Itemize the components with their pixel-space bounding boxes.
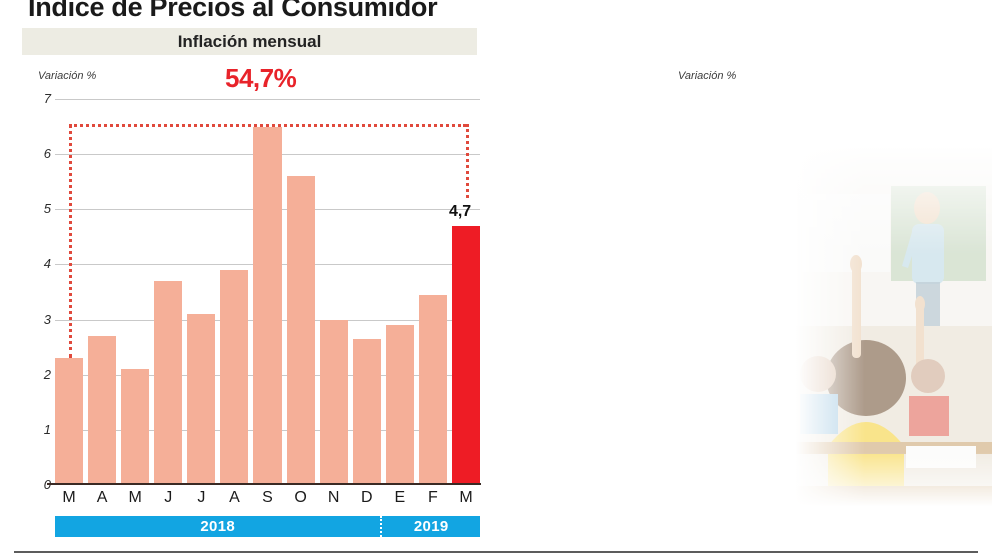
left-bar-series — [55, 99, 481, 485]
bar — [121, 369, 150, 485]
y-tick-label: 3 — [43, 311, 51, 327]
year-band: 2018 2019 — [55, 516, 480, 537]
y-tick-label: 6 — [43, 146, 51, 162]
left-baseline — [47, 483, 481, 485]
year-label-2018: 2018 — [200, 518, 235, 535]
gridline — [55, 99, 480, 100]
y-tick-label: 5 — [43, 201, 51, 217]
bar — [352, 338, 381, 485]
month-label: A — [229, 489, 240, 506]
month-label: J — [164, 489, 173, 506]
y-tick-label: 7 — [43, 91, 51, 106]
by-sector-panel: Por rubro Variación % — [496, 0, 992, 558]
bar — [88, 336, 117, 485]
bar — [286, 176, 315, 485]
month-label: M — [128, 489, 142, 506]
y-tick-label: 4 — [43, 256, 51, 272]
month-label: M — [459, 489, 473, 506]
bar — [220, 269, 249, 485]
classroom-photo — [796, 146, 992, 506]
month-label: O — [294, 489, 307, 506]
bar — [55, 358, 84, 485]
month-label: E — [394, 489, 406, 506]
y-tick-label: 2 — [43, 366, 51, 382]
bar — [385, 325, 414, 485]
monthly-inflation-panel: Inflación mensual Variación % 54,7% 0123… — [22, 28, 481, 537]
annual-variation-value: 54,7% — [225, 63, 297, 93]
y-tick-label: 1 — [43, 421, 51, 437]
month-label: M — [62, 489, 76, 506]
monthly-bar-plot: 01234567 4,7 — [44, 91, 481, 492]
month-label: A — [96, 489, 108, 506]
panel-header-monthly: Inflación mensual — [22, 28, 477, 55]
panel-header-monthly-label: Inflación mensual — [177, 31, 322, 51]
month-label: F — [428, 489, 438, 506]
page-title: Índice de Precios al Consumidor — [28, 0, 438, 22]
bracket-left — [69, 123, 73, 359]
bar — [319, 319, 348, 485]
right-axis-caption: Variación % — [678, 70, 737, 82]
year-label-2019: 2019 — [380, 516, 480, 537]
bar-value-label: 4,7 — [448, 202, 472, 220]
left-axis-caption: Variación % — [38, 70, 97, 82]
bar — [418, 294, 447, 485]
month-label: D — [360, 489, 373, 506]
bar — [187, 314, 216, 485]
month-label: S — [262, 489, 273, 506]
bar-highlighted — [451, 225, 481, 485]
bottom-divider — [14, 551, 978, 553]
month-label: J — [197, 489, 206, 506]
bracket-right — [465, 123, 469, 198]
bracket-top — [69, 123, 466, 127]
month-label: N — [327, 489, 340, 506]
bar — [154, 280, 183, 485]
bar — [253, 126, 282, 485]
